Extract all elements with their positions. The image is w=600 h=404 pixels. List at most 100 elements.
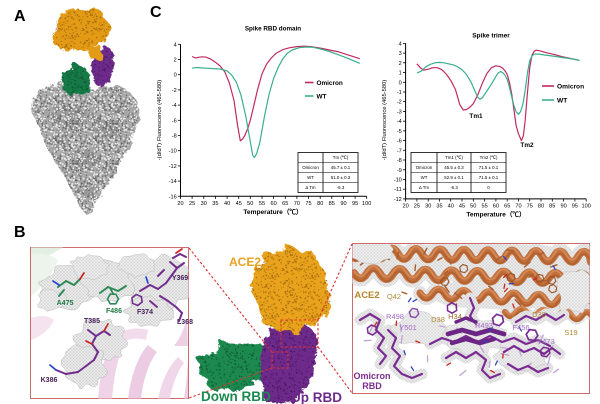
- svg-text:45.5 ± 0.3: 45.5 ± 0.3: [444, 165, 464, 170]
- svg-text:Y473: Y473: [537, 337, 555, 346]
- svg-text:85: 85: [549, 204, 555, 210]
- svg-text:-5: -5: [397, 129, 402, 135]
- svg-text:Up RBD: Up RBD: [291, 390, 342, 404]
- svg-text:Q42: Q42: [387, 292, 401, 301]
- svg-text:65: 65: [504, 204, 510, 210]
- svg-text:WT: WT: [557, 98, 567, 105]
- svg-text:-6: -6: [397, 139, 402, 145]
- svg-text:55: 55: [481, 204, 487, 210]
- svg-text:45.7 ± 0.1: 45.7 ± 0.1: [331, 165, 351, 170]
- svg-text:-6.3: -6.3: [450, 185, 458, 190]
- svg-text:ACE2: ACE2: [229, 255, 261, 269]
- svg-text:Omicron: Omicron: [353, 371, 390, 381]
- svg-text:45: 45: [236, 201, 242, 207]
- svg-text:80: 80: [317, 201, 323, 207]
- svg-text:4: 4: [399, 41, 402, 47]
- svg-text:-1: -1: [397, 90, 402, 96]
- svg-text:40: 40: [448, 204, 454, 210]
- svg-text:Down RBD: Down RBD: [201, 389, 271, 404]
- svg-text:71.5 ± 0.1: 71.5 ± 0.1: [479, 165, 499, 170]
- svg-text:50: 50: [470, 204, 476, 210]
- svg-text:-2: -2: [172, 88, 177, 94]
- svg-text:0: 0: [399, 80, 402, 86]
- svg-text:Tm2 (℃): Tm2 (℃): [480, 155, 498, 160]
- svg-text:35: 35: [212, 201, 218, 207]
- svg-text:-10: -10: [394, 178, 402, 184]
- svg-text:0: 0: [487, 185, 490, 190]
- svg-text:75: 75: [305, 201, 311, 207]
- svg-text:-4: -4: [172, 103, 177, 109]
- svg-text:100: 100: [582, 204, 591, 210]
- svg-text:A475: A475: [57, 300, 74, 307]
- svg-text:D38: D38: [431, 315, 445, 324]
- svg-text:Omicron: Omicron: [557, 84, 584, 91]
- svg-text:H34: H34: [448, 312, 462, 321]
- svg-text:20: 20: [177, 201, 183, 207]
- svg-text:Omicron: Omicron: [302, 165, 319, 170]
- svg-text:-3: -3: [397, 109, 402, 115]
- svg-text:R493: R493: [475, 321, 493, 330]
- svg-text:60: 60: [493, 204, 499, 210]
- svg-text:90: 90: [560, 204, 566, 210]
- svg-text:ACE2: ACE2: [354, 290, 379, 301]
- svg-text:90: 90: [340, 201, 346, 207]
- svg-text:3: 3: [399, 51, 402, 57]
- svg-text:50: 50: [247, 201, 253, 207]
- svg-text:-14: -14: [169, 179, 177, 185]
- svg-text:4: 4: [174, 42, 177, 48]
- svg-text:Y369: Y369: [172, 275, 188, 282]
- svg-text:75: 75: [527, 204, 533, 210]
- svg-text:A: A: [14, 8, 26, 25]
- svg-text:Tm1 (℃): Tm1 (℃): [445, 155, 463, 160]
- svg-text:0: 0: [174, 73, 177, 79]
- svg-text:Tm (℃): Tm (℃): [333, 155, 349, 160]
- svg-text:25: 25: [189, 201, 195, 207]
- svg-text:51.0 ± 0.3: 51.0 ± 0.3: [331, 175, 351, 180]
- svg-text:-6: -6: [172, 118, 177, 124]
- svg-text:Δ Tm: Δ Tm: [419, 185, 429, 190]
- svg-text:-8: -8: [397, 158, 402, 164]
- svg-text:F486: F486: [106, 308, 122, 315]
- svg-text:C: C: [150, 4, 162, 21]
- svg-text:40: 40: [224, 201, 230, 207]
- svg-text:25: 25: [414, 204, 420, 210]
- svg-text:-9: -9: [397, 168, 402, 174]
- svg-text:F456: F456: [512, 323, 529, 332]
- svg-text:2: 2: [174, 58, 177, 64]
- svg-text:1: 1: [399, 71, 402, 77]
- svg-text:WT: WT: [317, 94, 327, 101]
- svg-text:-7: -7: [397, 148, 402, 154]
- svg-text:K386: K386: [41, 377, 58, 384]
- svg-text:L368: L368: [177, 319, 193, 326]
- svg-text:-2: -2: [397, 100, 402, 106]
- svg-text:Δ Tm: Δ Tm: [305, 185, 315, 190]
- svg-text:52.9 ± 0.1: 52.9 ± 0.1: [444, 175, 464, 180]
- svg-text:35: 35: [436, 204, 442, 210]
- svg-text:S19: S19: [564, 328, 577, 337]
- svg-text:-8: -8: [172, 134, 177, 140]
- svg-text:Temperature（℃）: Temperature（℃）: [243, 208, 302, 216]
- svg-text:Omicron: Omicron: [416, 165, 433, 170]
- svg-text:65: 65: [282, 201, 288, 207]
- svg-text:-11: -11: [394, 187, 402, 193]
- svg-text:45: 45: [459, 204, 465, 210]
- svg-text:70: 70: [515, 204, 521, 210]
- svg-text:70: 70: [294, 201, 300, 207]
- svg-text:B: B: [14, 224, 26, 241]
- svg-text:2: 2: [399, 61, 402, 67]
- svg-text:-(d/dT) Fluorescence (465-580): -(d/dT) Fluorescence (465-580): [382, 80, 388, 161]
- svg-text:60: 60: [270, 201, 276, 207]
- svg-text:30: 30: [425, 204, 431, 210]
- svg-text:R498: R498: [386, 312, 404, 321]
- svg-text:-16: -16: [169, 194, 177, 200]
- svg-text:-4: -4: [397, 119, 402, 125]
- svg-text:80: 80: [538, 204, 544, 210]
- svg-text:WT: WT: [307, 175, 314, 180]
- svg-text:Spike RBD domain: Spike RBD domain: [245, 26, 301, 33]
- svg-text:Tm1: Tm1: [469, 113, 483, 120]
- svg-text:30: 30: [201, 201, 207, 207]
- svg-text:95: 95: [572, 204, 578, 210]
- svg-text:Y501: Y501: [399, 323, 417, 332]
- svg-text:-12: -12: [394, 197, 402, 203]
- svg-text:71.5 ± 0.1: 71.5 ± 0.1: [479, 175, 499, 180]
